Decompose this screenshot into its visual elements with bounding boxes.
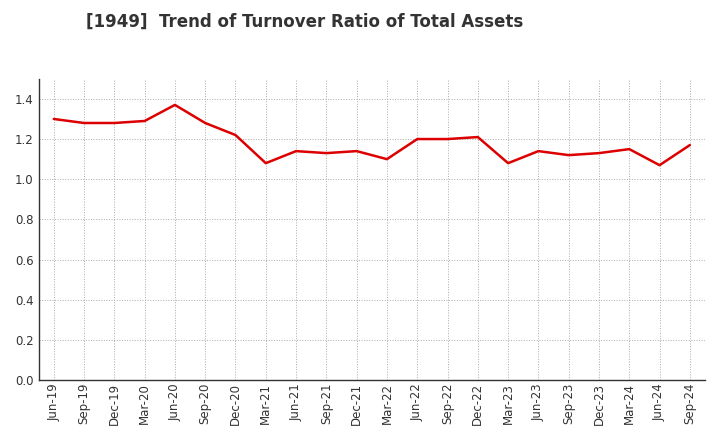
Text: [1949]  Trend of Turnover Ratio of Total Assets: [1949] Trend of Turnover Ratio of Total … [86, 13, 523, 31]
